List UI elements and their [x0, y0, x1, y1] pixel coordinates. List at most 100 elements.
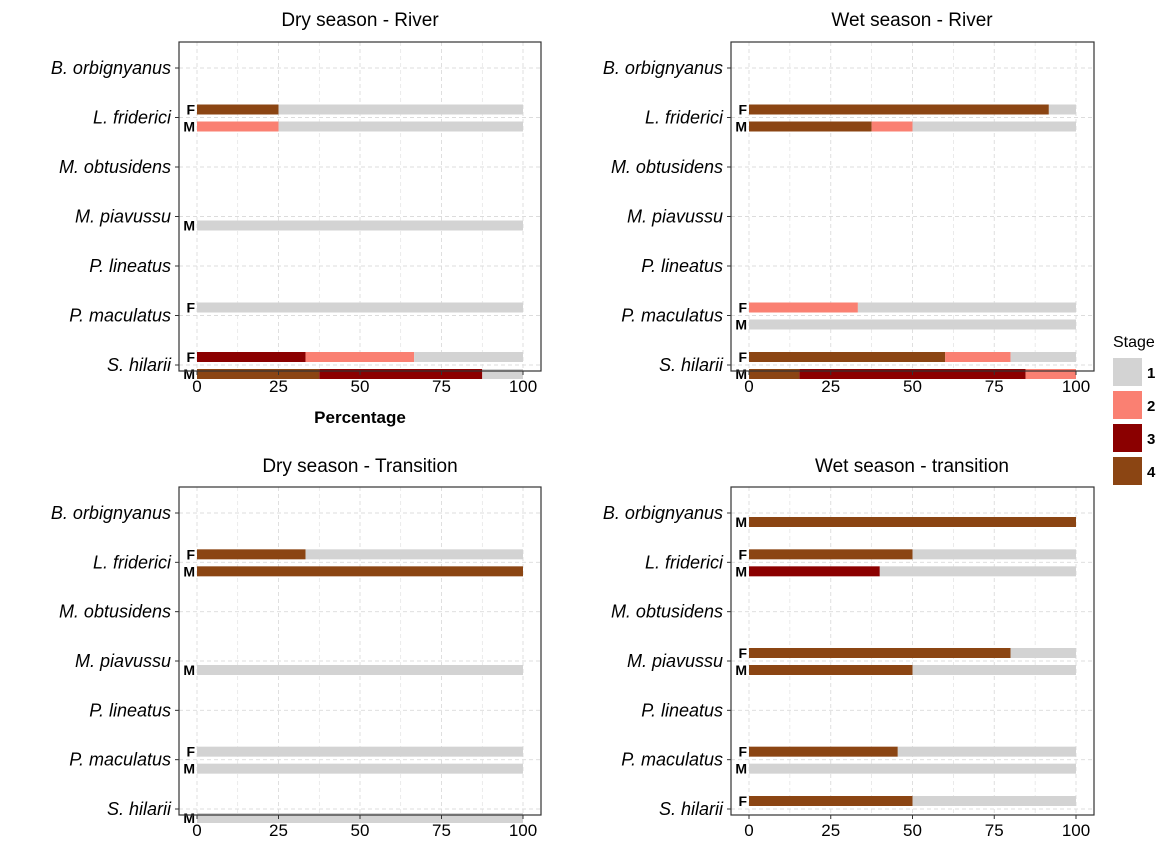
bar-segment-stage-4: [749, 746, 898, 757]
y-tick-label: B. orbignyanus: [51, 503, 171, 523]
sex-label: F: [738, 744, 747, 760]
y-tick-label: P. lineatus: [641, 700, 723, 720]
sex-label: F: [738, 349, 747, 365]
sex-label: F: [738, 546, 747, 562]
sex-label: F: [738, 102, 747, 118]
bar-segment-stage-1: [197, 665, 523, 675]
bar-segment-stage-2: [749, 302, 858, 313]
y-tick-label: L. friderici: [93, 552, 172, 572]
bar-segment-stage-4: [749, 665, 913, 675]
x-tick-label: 50: [903, 377, 922, 396]
bar-segment-stage-2: [197, 121, 279, 132]
y-tick-label: M. piavussu: [627, 651, 723, 671]
bar-segment-stage-3: [319, 369, 483, 379]
x-tick-label: 0: [192, 377, 201, 396]
sex-label: M: [183, 366, 195, 382]
bar-segment-stage-4: [749, 121, 872, 132]
legend-swatch-stage-1: [1113, 358, 1142, 386]
legend-label: 2: [1147, 398, 1155, 415]
sex-label: F: [186, 546, 195, 562]
sex-label: M: [735, 662, 747, 678]
y-tick-label: L. friderici: [93, 108, 172, 128]
panel-title: Wet season - transition: [815, 456, 1009, 477]
bar-segment-stage-4: [197, 566, 523, 577]
bar-segment-stage-4: [749, 796, 913, 806]
bar-segment-stage-2: [1025, 369, 1076, 379]
legend-items: 1 2 3 4: [1113, 358, 1156, 485]
x-tick-label: 50: [903, 821, 922, 840]
bar-segment-stage-4: [749, 648, 1011, 658]
y-tick-label: S. hilarii: [659, 799, 724, 819]
x-tick-label: 25: [269, 377, 288, 396]
y-tick-label: S. hilarii: [107, 355, 172, 375]
y-tick-label: P. maculatus: [69, 306, 171, 326]
bar-segment-stage-4: [749, 517, 1076, 527]
sex-label: M: [735, 119, 747, 135]
sex-label: M: [735, 514, 747, 530]
y-tick-label: M. piavussu: [627, 207, 723, 227]
y-tick-label: P. lineatus: [89, 256, 171, 276]
y-tick-label: M. piavussu: [75, 207, 171, 227]
y-tick-label: S. hilarii: [659, 355, 724, 375]
y-tick-label: B. orbignyanus: [603, 58, 723, 78]
x-axis-label: Percentage: [314, 408, 406, 427]
x-tick-label: 0: [744, 821, 753, 840]
bar-segment-stage-1: [749, 319, 1076, 330]
bar-segment-stage-2: [305, 352, 415, 362]
y-tick-label: P. lineatus: [89, 700, 171, 720]
legend-swatch-stage-3: [1113, 424, 1142, 452]
x-tick-label: 25: [821, 377, 840, 396]
bar-segment-stage-3: [749, 566, 880, 577]
sex-label: M: [735, 761, 747, 777]
sex-label: F: [738, 793, 747, 809]
bar-segment-stage-1: [1010, 648, 1076, 658]
x-tick-label: 25: [821, 821, 840, 840]
y-tick-label: B. orbignyanus: [603, 503, 723, 523]
bar-segment-stage-1: [414, 352, 523, 362]
sex-label: F: [186, 300, 195, 316]
x-tick-label: 50: [351, 377, 370, 396]
sex-label: F: [738, 645, 747, 661]
x-tick-label: 75: [985, 821, 1004, 840]
y-tick-label: L. friderici: [645, 108, 724, 128]
bar-segment-stage-4: [749, 549, 913, 560]
x-tick-label: 25: [269, 821, 288, 840]
sex-label: M: [183, 761, 195, 777]
bar-segment-stage-1: [912, 665, 1076, 675]
sex-label: M: [183, 662, 195, 678]
sex-label: F: [186, 744, 195, 760]
bar-segment-stage-1: [197, 746, 523, 757]
y-tick-label: M. obtusidens: [59, 602, 171, 622]
sex-label: M: [735, 317, 747, 333]
legend-swatch-stage-4: [1113, 457, 1142, 485]
bar-segment-stage-1: [305, 549, 523, 560]
bar-segment-stage-3: [197, 352, 306, 362]
bar-segment-stage-1: [1048, 104, 1076, 115]
bar-segment-stage-1: [897, 746, 1076, 757]
y-tick-label: M. obtusidens: [59, 157, 171, 177]
bar-segment-stage-4: [749, 352, 946, 362]
bar-segment-stage-1: [278, 121, 523, 132]
bar-segment-stage-1: [197, 302, 523, 313]
bar-segment-stage-4: [749, 104, 1049, 115]
bar-segment-stage-1: [1010, 352, 1076, 362]
sex-label: M: [183, 218, 195, 234]
x-tick-label: 75: [432, 821, 451, 840]
sex-label: M: [735, 366, 747, 382]
bar-segment-stage-1: [749, 763, 1076, 774]
x-tick-label: 0: [744, 377, 753, 396]
bar-segment-stage-1: [912, 796, 1076, 806]
legend-swatch-stage-2: [1113, 391, 1142, 419]
panel-title: Dry season - Transition: [262, 456, 457, 477]
legend-label: 3: [1147, 431, 1155, 448]
bar-segment-stage-1: [197, 763, 523, 774]
x-tick-label: 75: [432, 377, 451, 396]
x-tick-label: 50: [351, 821, 370, 840]
panel-title: Wet season - River: [831, 10, 993, 31]
bar-segment-stage-2: [871, 121, 913, 132]
